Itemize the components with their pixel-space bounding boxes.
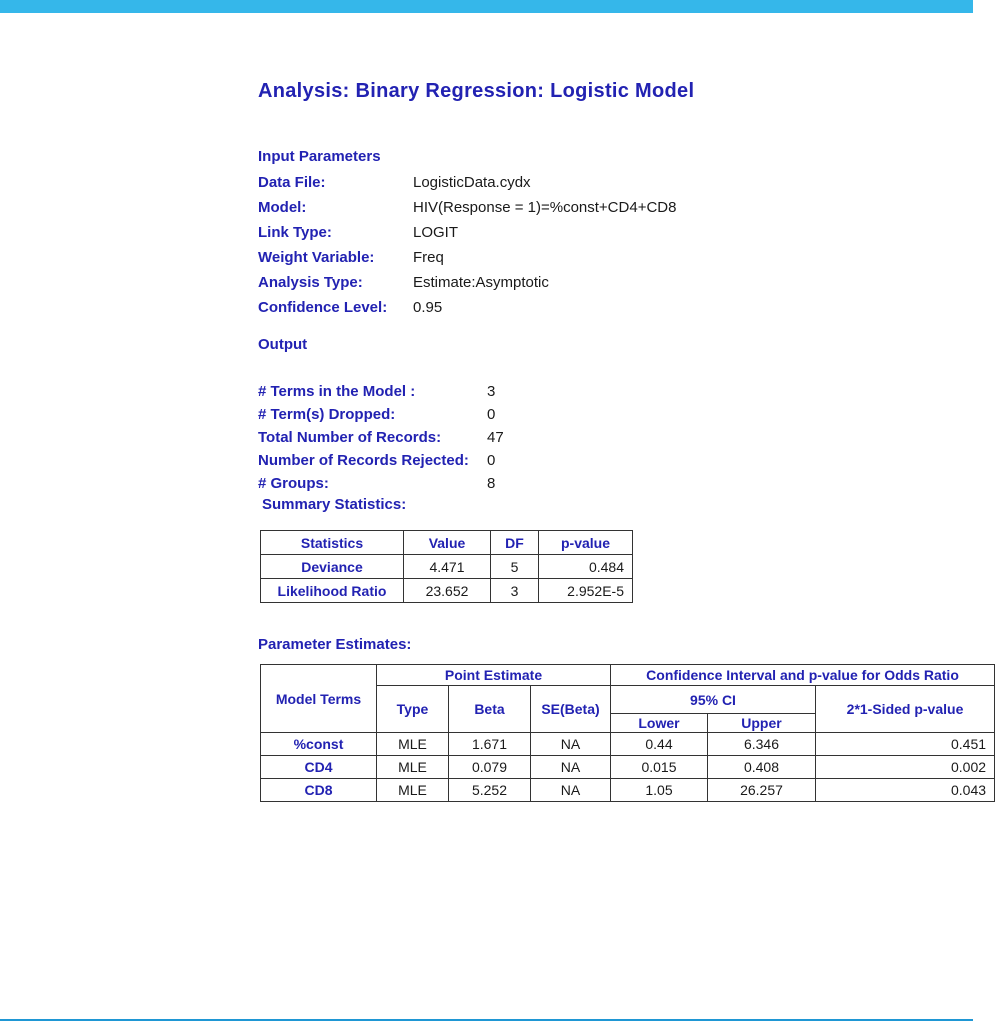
data-file-label: Data File: [258, 174, 326, 191]
input-row-link-type: Link Type: LOGIT [258, 220, 676, 245]
param-col-p-value: 2*1-Sided p-value [814, 685, 996, 733]
output-row-records-rejected: Number of Records Rejected: 0 [258, 449, 504, 472]
ci-upper: 0.408 [707, 755, 816, 779]
param-col-upper: Upper [707, 713, 816, 733]
window-top-accent-bar [0, 0, 973, 13]
records-rejected-value: 0 [487, 452, 496, 469]
estimate-p-value: 0.451 [814, 732, 996, 756]
weight-variable-value: Freq [413, 249, 444, 266]
estimate-p-value: 0.002 [814, 755, 996, 779]
parameter-estimates-table: Model Terms Point Estimate Confidence In… [260, 664, 996, 802]
summary-col-value: Value [403, 530, 491, 555]
summary-statistics-table: Statistics Value DF p-value Deviance 4.4… [260, 530, 633, 603]
total-records-value: 47 [487, 429, 504, 446]
param-col-lower: Lower [610, 713, 708, 733]
statistic-name: Likelihood Ratio [260, 578, 404, 603]
summary-header-row: Statistics Value DF p-value [260, 530, 633, 555]
ci-lower: 1.05 [610, 778, 708, 802]
ci-upper: 6.346 [707, 732, 816, 756]
statistic-df: 3 [490, 578, 539, 603]
param-group-ci-odds-ratio: Confidence Interval and p-value for Odds… [609, 664, 996, 686]
model-term: %const [260, 732, 377, 756]
confidence-level-label: Confidence Level: [258, 299, 388, 316]
summary-col-statistics: Statistics [260, 530, 404, 555]
total-records-label: Total Number of Records: [258, 429, 442, 446]
statistic-value: 4.471 [403, 554, 491, 579]
output-row-terms: # Terms in the Model : 3 [258, 380, 504, 403]
data-file-value: LogisticData.cydx [413, 174, 531, 191]
groups-label: # Groups: [258, 475, 329, 492]
estimate-se: NA [530, 755, 611, 779]
summary-col-df: DF [490, 530, 539, 555]
input-row-analysis-type: Analysis Type: Estimate:Asymptotic [258, 270, 676, 295]
table-row: CD4 MLE 0.079 NA 0.015 0.408 0.002 [260, 755, 996, 779]
table-row: CD8 MLE 5.252 NA 1.05 26.257 0.043 [260, 778, 996, 802]
estimate-beta: 0.079 [448, 755, 531, 779]
estimate-type: MLE [376, 755, 449, 779]
output-row-terms-dropped: # Term(s) Dropped: 0 [258, 403, 504, 426]
estimate-type: MLE [376, 778, 449, 802]
input-row-confidence-level: Confidence Level: 0.95 [258, 295, 676, 320]
summary-col-p-value: p-value [538, 530, 633, 555]
table-row: Deviance 4.471 5 0.484 [260, 554, 633, 579]
input-row-data-file: Data File: LogisticData.cydx [258, 170, 676, 195]
param-group-95-ci: 95% CI [610, 685, 816, 714]
estimate-p-value: 0.043 [814, 778, 996, 802]
terms-in-model-label: # Terms in the Model : [258, 383, 416, 400]
table-row: Likelihood Ratio 23.652 3 2.952E-5 [260, 578, 633, 603]
groups-value: 8 [487, 475, 496, 492]
param-col-type: Type [376, 685, 449, 733]
link-type-value: LOGIT [413, 224, 459, 241]
estimate-se: NA [530, 778, 611, 802]
confidence-level-value: 0.95 [413, 299, 443, 316]
input-row-model: Model: HIV(Response = 1)=%const+CD4+CD8 [258, 195, 676, 220]
summary-statistics-heading: Summary Statistics: [262, 496, 407, 513]
statistic-df: 5 [490, 554, 539, 579]
terms-dropped-value: 0 [487, 406, 496, 423]
terms-dropped-label: # Term(s) Dropped: [258, 406, 396, 423]
page-title: Analysis: Binary Regression: Logistic Mo… [258, 80, 695, 102]
input-parameters-heading: Input Parameters [258, 148, 381, 165]
window-bottom-accent-bar [0, 1019, 973, 1021]
param-header-row-3: Lower Upper [261, 713, 995, 733]
statistic-p-value: 0.484 [538, 554, 633, 579]
ci-upper: 26.257 [707, 778, 816, 802]
model-term: CD8 [260, 778, 377, 802]
param-header-row-2: Type Beta SE(Beta) 95% CI 2*1-Sided p-va… [261, 685, 996, 733]
model-value: HIV(Response = 1)=%const+CD4+CD8 [413, 199, 677, 216]
ci-lower: 0.44 [610, 732, 708, 756]
output-row-groups: # Groups: 8 [258, 472, 504, 495]
statistic-name: Deviance [260, 554, 404, 579]
records-rejected-label: Number of Records Rejected: [258, 452, 469, 469]
param-col-se-beta: SE(Beta) [530, 685, 611, 733]
estimate-se: NA [530, 732, 611, 756]
link-type-label: Link Type: [258, 224, 332, 241]
param-group-point-estimate: Point Estimate [376, 664, 611, 686]
parameter-estimates-heading: Parameter Estimates: [258, 636, 412, 653]
output-section: # Terms in the Model : 3 # Term(s) Droppe… [258, 380, 504, 495]
analysis-type-value: Estimate:Asymptotic [413, 274, 549, 291]
model-label: Model: [258, 199, 307, 216]
input-row-weight-variable: Weight Variable: Freq [258, 245, 676, 270]
statistic-p-value: 2.952E-5 [538, 578, 633, 603]
output-row-total-records: Total Number of Records: 47 [258, 426, 504, 449]
terms-in-model-value: 3 [487, 383, 496, 400]
estimate-beta: 1.671 [448, 732, 531, 756]
weight-variable-label: Weight Variable: [258, 249, 375, 266]
output-heading: Output [258, 336, 308, 353]
estimate-type: MLE [376, 732, 449, 756]
statistic-value: 23.652 [403, 578, 491, 603]
analysis-type-label: Analysis Type: [258, 274, 363, 291]
ci-lower: 0.015 [610, 755, 708, 779]
estimate-beta: 5.252 [448, 778, 531, 802]
param-col-beta: Beta [448, 685, 531, 733]
param-col-model-terms: Model Terms [260, 664, 377, 733]
model-term: CD4 [260, 755, 377, 779]
input-parameters-section: Data File: LogisticData.cydx Model: HIV(Re… [258, 170, 676, 320]
param-header-row-1: Model Terms Point Estimate Confidence In… [260, 664, 996, 733]
table-row: %const MLE 1.671 NA 0.44 6.346 0.451 [260, 732, 996, 756]
